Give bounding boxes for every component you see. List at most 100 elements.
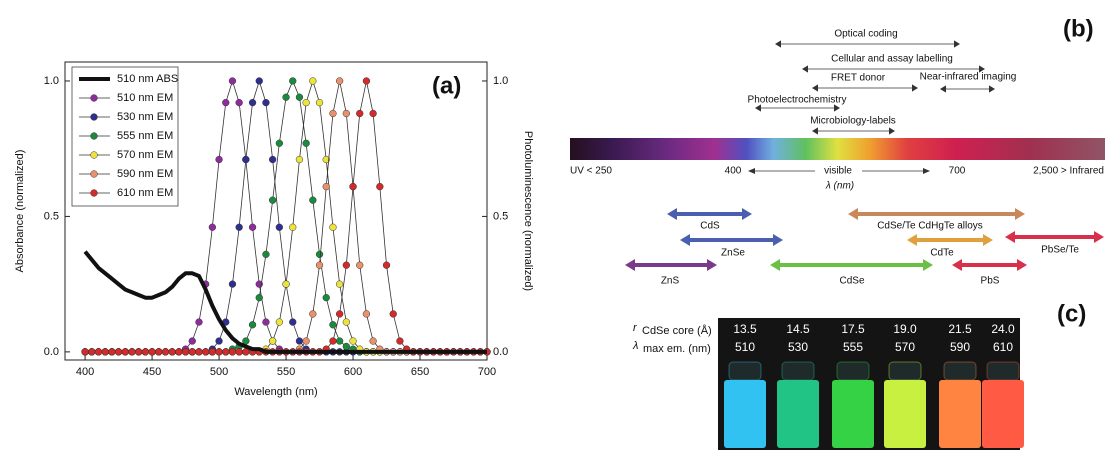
legend-label: 530 nm EM: [117, 111, 173, 123]
data-point: [329, 337, 337, 345]
data-point: [335, 280, 344, 288]
arrow-head: [802, 65, 808, 73]
data-point: [322, 155, 330, 164]
data-point: [342, 342, 350, 351]
spectrum-axis-label: λ (nm): [825, 181, 854, 192]
data-point: [269, 196, 277, 204]
data-point: [188, 348, 196, 356]
arrow-head: [952, 259, 962, 271]
data-point: [335, 337, 344, 345]
data-point: [228, 77, 237, 85]
arrow-head: [707, 259, 717, 271]
arrow-head: [923, 168, 930, 174]
panel-label: (a): [432, 72, 461, 99]
vial: [777, 380, 819, 448]
data-point: [94, 348, 103, 356]
legend-marker: [90, 132, 98, 140]
data-point: [302, 139, 310, 147]
radius-value: 19.0: [893, 322, 917, 336]
row-subscript: CdSe core (Å): [642, 324, 712, 337]
data-point: [282, 93, 290, 101]
panel-b: (b) Optical coding Cellular and assay la…: [570, 15, 1105, 287]
arrow-head: [775, 40, 781, 48]
vial-cap: [836, 361, 870, 381]
data-point: [181, 348, 190, 356]
row-subscript: max em. (nm): [643, 343, 711, 355]
data-point: [295, 155, 304, 164]
data-point: [248, 223, 257, 231]
panel-label: (b): [1063, 15, 1094, 42]
legend-marker: [90, 151, 98, 159]
data-point: [215, 348, 223, 356]
data-point: [356, 261, 364, 269]
data-point: [329, 321, 337, 329]
data-point: [175, 348, 183, 356]
panel-c: (c) r CdSe core (Å) λ max em. (nm) 13.5 1…: [632, 300, 1086, 450]
spectrum-label: UV < 250: [570, 166, 612, 177]
data-point: [382, 261, 391, 269]
data-point: [396, 337, 404, 345]
data-point: [135, 348, 143, 356]
data-point: [335, 310, 344, 318]
spectrum-label: 2,500 > Infrared: [1033, 166, 1104, 177]
legend-marker: [90, 113, 98, 121]
arrow-head: [770, 259, 780, 271]
data-point: [215, 155, 223, 164]
vial-cap: [986, 361, 1020, 381]
data-point: [208, 348, 217, 356]
arrow-head: [989, 85, 995, 93]
data-point: [155, 348, 163, 356]
data-point: [362, 77, 371, 85]
arrow-head: [1017, 259, 1027, 271]
arrow-head: [742, 208, 752, 220]
legend-marker: [90, 170, 98, 178]
emission-value: 530: [788, 340, 808, 354]
data-point: [141, 348, 150, 356]
data-point: [295, 93, 304, 101]
vial: [982, 380, 1024, 448]
arrow-head: [773, 234, 783, 246]
data-point: [202, 348, 210, 356]
emission-value: 610: [993, 340, 1013, 354]
x-tick-label: 400: [76, 366, 94, 378]
data-point: [262, 250, 270, 258]
vial-cap: [781, 361, 815, 381]
data-point: [369, 337, 377, 345]
y2-tick-label: 1.0: [493, 75, 508, 87]
data-point: [242, 155, 250, 164]
radius-value: 24.0: [991, 322, 1015, 336]
x-tick-label: 450: [143, 366, 161, 378]
radius-value: 21.5: [948, 322, 972, 336]
spectrum-bar: [570, 138, 1105, 160]
y-tick-label: 0.5: [44, 210, 59, 222]
material-label: CdSe/Te CdHgTe alloys: [877, 221, 983, 232]
data-point: [262, 318, 270, 326]
vial: [832, 380, 874, 448]
application-label: Microbiology-labels: [810, 116, 896, 127]
data-point: [114, 348, 123, 356]
data-point: [168, 348, 176, 356]
x-tick-label: 650: [411, 366, 429, 378]
x-tick-label: 600: [344, 366, 362, 378]
data-point: [81, 348, 89, 356]
data-point: [262, 98, 270, 107]
data-point: [309, 196, 317, 204]
data-point: [329, 109, 337, 118]
legend-label: 555 nm EM: [117, 130, 173, 142]
legend-marker: [90, 189, 98, 197]
data-point: [302, 98, 310, 107]
data-point: [369, 109, 377, 118]
vial: [939, 380, 981, 448]
material-label: CdS: [700, 221, 720, 232]
arrow-head: [954, 40, 960, 48]
data-point: [208, 223, 217, 231]
data-point: [255, 77, 263, 85]
arrow-head: [812, 127, 818, 135]
application-label: Near-infrared imaging: [920, 72, 1017, 83]
legend-label: 590 nm EM: [117, 168, 173, 180]
data-point: [376, 182, 384, 191]
data-point: [315, 250, 324, 258]
data-point: [161, 348, 170, 356]
arrow-head: [848, 208, 858, 220]
